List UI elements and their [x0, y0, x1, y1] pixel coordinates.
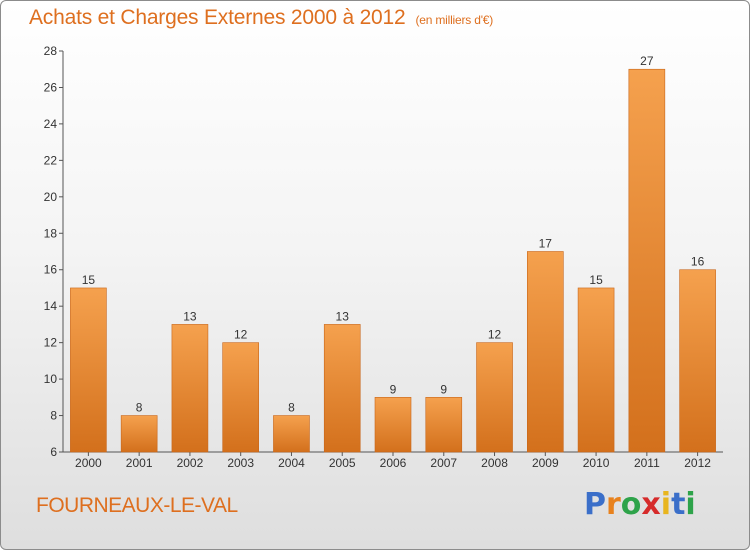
bar-value-label: 13 — [183, 309, 197, 323]
bar — [527, 251, 564, 453]
chart-title: Achats et Charges Externes 2000 à 2012 (e… — [29, 6, 493, 30]
logo-letter: o — [620, 487, 642, 522]
y-tick-label: 12 — [44, 336, 58, 350]
commune-name: FOURNEAUX-LE-VAL — [36, 494, 238, 517]
bar — [171, 324, 209, 453]
bar-value-label: 15 — [589, 273, 603, 287]
bar — [679, 269, 716, 453]
x-tick-label: 2011 — [634, 456, 660, 470]
y-tick-label: 26 — [44, 80, 58, 94]
bar-value-label: 16 — [691, 255, 705, 269]
y-tick-label: 6 — [50, 445, 57, 459]
chart-title-text: Achats et Charges Externes 2000 à 2012 — [29, 6, 406, 29]
bar — [628, 68, 666, 453]
plot-bars: 15 8 13 12 8 13 9 9 12 17 15 27 16 — [70, 54, 716, 453]
bar — [222, 342, 259, 453]
bar — [70, 287, 107, 453]
y-tick-label: 8 — [50, 409, 57, 423]
bar-value-label: 15 — [82, 273, 96, 287]
bar-value-label: 8 — [136, 401, 143, 415]
bar — [374, 397, 412, 453]
bar — [476, 342, 513, 453]
proxiti-logo: Proxiti — [584, 487, 696, 522]
x-tick-label: 2009 — [532, 456, 559, 470]
y-tick-label: 10 — [44, 372, 58, 386]
x-tick-label: 2002 — [177, 456, 204, 470]
x-tick-label: 2001 — [126, 456, 153, 470]
bar — [425, 397, 463, 453]
logo-letter: r — [606, 487, 621, 522]
y-tick-label: 20 — [44, 190, 58, 204]
bar-value-label: 9 — [390, 382, 397, 396]
bar — [323, 324, 361, 453]
logo-letter: i — [660, 487, 672, 522]
bar-value-label: 13 — [336, 309, 350, 323]
logo-letter: P — [584, 487, 606, 522]
logo-letter: i — [685, 487, 696, 522]
bar — [577, 287, 615, 453]
bar-value-label: 12 — [234, 328, 248, 342]
logo-letter: t — [671, 487, 686, 522]
x-tick-label: 2010 — [583, 456, 610, 470]
x-tick-label: 2006 — [380, 456, 407, 470]
x-tick-label: 2007 — [430, 456, 457, 470]
y-tick-label: 14 — [44, 299, 58, 313]
x-tick-label: 2004 — [278, 456, 305, 470]
chart-unit: (en milliers d'€) — [415, 13, 494, 27]
y-tick-label: 28 — [44, 44, 58, 58]
logo-letter: x — [641, 487, 661, 522]
x-tick-label: 2003 — [227, 456, 254, 470]
bar-value-label: 17 — [539, 237, 553, 251]
bar-value-label: 8 — [288, 401, 295, 415]
bar-value-label: 27 — [640, 54, 654, 68]
x-tick-label: 2012 — [684, 456, 711, 470]
y-tick-label: 18 — [44, 226, 58, 240]
x-tick-label: 2005 — [329, 456, 356, 470]
bar — [273, 415, 310, 453]
y-tick-label: 24 — [44, 117, 58, 131]
y-tick-label: 22 — [44, 153, 58, 167]
x-tick-label: 2008 — [481, 456, 508, 470]
y-tick-label: 16 — [44, 263, 58, 277]
x-tick-label: 2000 — [75, 456, 102, 470]
bar-value-label: 9 — [440, 382, 447, 396]
bar-value-label: 12 — [488, 328, 502, 342]
bar — [120, 415, 158, 453]
